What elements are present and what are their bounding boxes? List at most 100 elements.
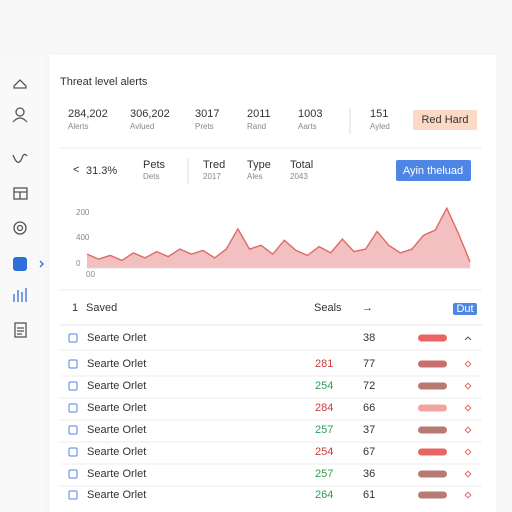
row-name: Searte Orlet (87, 380, 146, 392)
row-count: 66 (363, 402, 375, 414)
row-name: Searte Orlet (87, 468, 146, 480)
row-value: 257 (315, 424, 333, 436)
row-checkbox[interactable] (68, 447, 78, 457)
row-value: 257 (315, 468, 333, 480)
summary-value: 2043 (290, 172, 308, 181)
summary-label: Type (247, 159, 271, 171)
row-checkbox[interactable] (68, 333, 78, 343)
y-axis-label: 0 (76, 259, 81, 268)
row-count: 37 (363, 424, 375, 436)
table-button[interactable] (453, 303, 477, 315)
header-name: Saved (86, 302, 117, 314)
header-arrow: → (362, 302, 373, 314)
row-checkbox[interactable] (68, 403, 78, 413)
row-bar (418, 426, 447, 434)
row-action[interactable] (464, 382, 472, 390)
stat-label: Prets (195, 122, 214, 131)
row-checkbox[interactable] (68, 490, 78, 500)
row-action[interactable] (464, 491, 472, 499)
stat-value: 284,202 (68, 108, 108, 120)
row-count: 72 (363, 380, 375, 392)
page-title: Threat level alerts (60, 76, 148, 88)
row-count: 36 (363, 468, 375, 480)
header-index: 1 (72, 302, 78, 314)
row-bar (418, 470, 447, 478)
target-icon[interactable] (13, 221, 27, 235)
area-fill (87, 208, 470, 268)
row-bar (418, 334, 447, 342)
row-checkbox[interactable] (68, 359, 78, 369)
summary-button-label[interactable]: Ayin theluad (403, 165, 463, 177)
row-value: 281 (315, 358, 333, 370)
stat-value: 306,202 (130, 108, 170, 120)
stat-label: Alerts (68, 122, 88, 131)
header-value: Seals (314, 302, 342, 314)
y-axis-label: 200 (76, 208, 90, 217)
summary-value: Ales (247, 172, 263, 181)
user-icon[interactable] (15, 107, 25, 117)
row-name: Searte Orlet (87, 332, 146, 344)
row-value: 254 (315, 446, 333, 458)
user-icon-body (12, 117, 28, 123)
row-value: 264 (315, 489, 333, 501)
percent-sub: Dets (143, 172, 159, 181)
doc-icon-lines (17, 327, 24, 335)
summary-button[interactable] (396, 160, 471, 181)
row-checkbox[interactable] (68, 425, 78, 435)
row-count: 77 (363, 358, 375, 370)
grid-icon-lines (14, 191, 27, 199)
stat-value: 3017 (195, 108, 219, 120)
row-value: 254 (315, 380, 333, 392)
row-toggle[interactable] (464, 336, 472, 341)
route-icon[interactable] (12, 153, 28, 163)
stat-label: Aarts (298, 122, 317, 131)
chart-icon[interactable] (13, 288, 27, 302)
sidebar-icons[interactable] (12, 79, 28, 338)
table-button-label[interactable]: Dut (456, 303, 473, 315)
area-line (86, 206, 471, 262)
row-bar (418, 404, 447, 412)
row-action[interactable] (464, 426, 472, 434)
stat-value: 151 (370, 108, 388, 120)
row-name: Searte Orlet (87, 446, 146, 458)
percent-label: Pets (143, 159, 166, 171)
stats-button[interactable] (413, 110, 477, 130)
row-action[interactable] (464, 404, 472, 412)
home-icon[interactable] (13, 79, 27, 89)
row-count: 61 (363, 489, 375, 501)
y-axis-label: 400 (76, 233, 90, 242)
stat-label: Ayled (370, 122, 390, 131)
row-action[interactable] (464, 448, 472, 456)
row-bar (418, 382, 447, 390)
stat-value: 2011 (247, 108, 271, 120)
summary-value: 2017 (203, 172, 221, 181)
row-count: 38 (363, 332, 375, 344)
target-icon-inner (16, 224, 24, 232)
stat-label: Avlued (130, 122, 154, 131)
nav-arrow[interactable] (39, 260, 44, 268)
stat-value: 1003 (298, 108, 322, 120)
stats-button-label[interactable]: Red Hard (421, 114, 468, 126)
back-button[interactable]: < (73, 164, 79, 176)
percent-value: 31.3% (86, 165, 117, 177)
main-panel (50, 55, 496, 512)
row-name: Searte Orlet (87, 424, 146, 436)
sidebar (0, 55, 42, 512)
row-name: Searte Orlet (87, 489, 146, 501)
row-name: Searte Orlet (87, 402, 146, 414)
x-axis-label: 00 (86, 270, 95, 279)
row-bar (418, 448, 447, 456)
active-nav-icon[interactable] (13, 257, 27, 271)
row-bar (418, 491, 447, 499)
row-action[interactable] (464, 360, 472, 368)
row-count: 67 (363, 446, 375, 458)
row-name: Searte Orlet (87, 358, 146, 370)
summary-label: Tred (203, 159, 225, 171)
doc-icon[interactable] (14, 322, 27, 338)
row-checkbox[interactable] (68, 469, 78, 479)
row-checkbox[interactable] (68, 381, 78, 391)
stat-label: Rand (247, 122, 266, 131)
row-action[interactable] (464, 470, 472, 478)
summary-label: Total (290, 159, 313, 171)
